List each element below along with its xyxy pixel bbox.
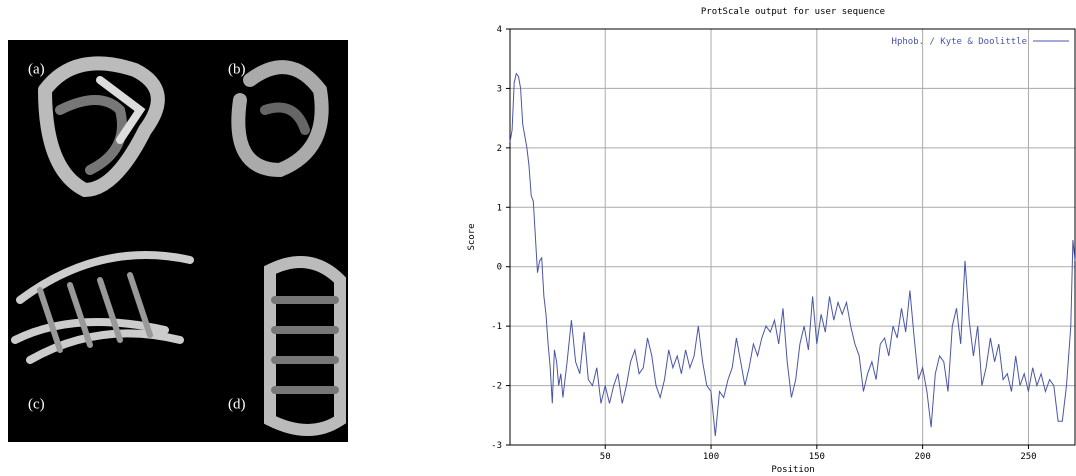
image-background xyxy=(8,40,348,442)
data-line xyxy=(509,72,1076,437)
y-tick-label: -2 xyxy=(491,382,502,392)
y-tick-label: 4 xyxy=(497,25,502,35)
panel-label: (c) xyxy=(28,396,45,412)
legend-label: Hphob. / Kyte & Doolittle xyxy=(892,37,1027,47)
y-tick-label: 0 xyxy=(497,263,502,273)
x-tick-label: 50 xyxy=(600,452,611,462)
plot-frame xyxy=(509,28,1076,446)
x-tick-label: 250 xyxy=(1020,452,1036,462)
y-tick-label: -3 xyxy=(491,441,502,451)
panel-label: (d) xyxy=(228,396,246,412)
y-tick-label: 2 xyxy=(497,144,502,154)
structure-image: (a) (b) (c) (d) xyxy=(8,40,348,442)
x-axis-label: Position xyxy=(771,465,814,475)
x-tick-label: 150 xyxy=(809,452,825,462)
y-tick-label: 3 xyxy=(497,84,502,94)
x-tick-label: 100 xyxy=(703,452,719,462)
ribbons xyxy=(11,56,346,436)
y-tick-label: -1 xyxy=(491,322,502,332)
panel-label: (a) xyxy=(28,61,45,77)
y-tick-label: 1 xyxy=(497,203,502,213)
panel-label: (b) xyxy=(228,61,246,77)
x-tick-label: 200 xyxy=(915,452,931,462)
y-axis-label: Score xyxy=(467,223,477,250)
chart-title: ProtScale output for user sequence xyxy=(701,7,885,17)
